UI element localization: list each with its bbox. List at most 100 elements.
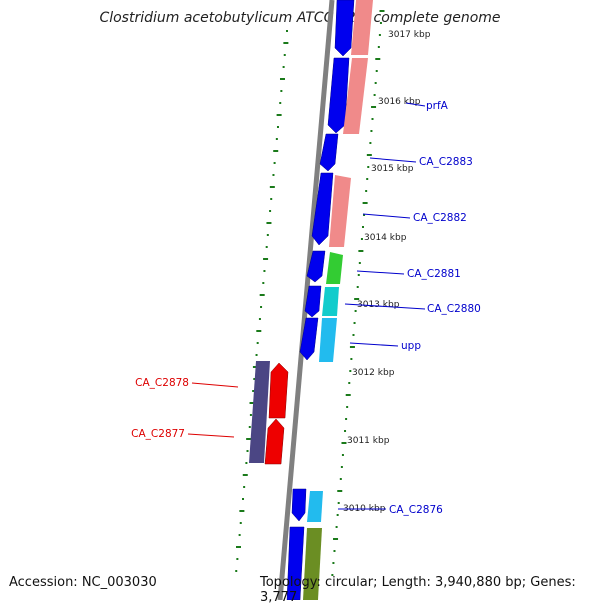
cds-forward-block[interactable] [334,0,355,57]
gene-label[interactable]: CA_C2882 [413,212,467,224]
map-title: Clostridium acetobutylicum ATCC 824, com… [99,10,501,26]
cds-reverse-block[interactable] [268,362,289,419]
cds-forward-block[interactable] [327,57,350,134]
gc-dot [238,534,241,536]
gc-track-left [235,30,289,572]
gene-label[interactable]: CA_C2880 [427,303,481,315]
gc-dot [269,186,275,188]
gene-label-group[interactable]: prfA [405,100,449,112]
gc-dot [266,222,272,224]
gc-dot [270,198,273,200]
gene-label[interactable]: upp [401,340,421,352]
gene-leader-line [187,433,235,438]
cds-forward-block[interactable] [319,133,339,172]
gc-dot [349,370,352,372]
gc-dot [346,406,349,408]
gc-dot [242,498,245,500]
gene-label-group[interactable]: upp [349,340,421,352]
gc-dot [276,114,282,116]
gc-dot [239,510,245,512]
function-band-salmon [329,175,351,247]
gene-label-group[interactable]: CA_C2883 [369,156,473,168]
gene-label[interactable]: CA_C2876 [389,504,443,516]
cds-forward-block[interactable] [286,526,305,600]
cds-forward-block[interactable] [306,250,326,283]
gc-dot [375,70,378,72]
gc-dot [273,150,279,152]
forward-features [286,0,373,600]
tick-label: 3012 kbp [352,368,395,378]
gc-dot [252,366,258,368]
gc-dot [337,502,340,504]
gc-dot [367,166,370,168]
gc-dot [349,346,355,348]
function-band-lightblue [307,491,323,522]
gc-dot [363,214,366,216]
gene-label-group[interactable]: CA_C2878 [135,377,239,389]
gc-dot [283,54,286,56]
gc-dot [235,546,241,548]
gene-label-group[interactable]: CA_C2880 [344,303,481,315]
gene-label[interactable]: CA_C2878 [135,377,189,389]
gc-dot [239,522,242,524]
gc-dot [379,22,382,24]
gc-dot [361,226,364,228]
gene-label[interactable]: CA_C2877 [131,428,185,440]
gc-dot [357,274,360,276]
topology-label: Topology: circular; Length: 3,940,880 bp… [260,575,576,605]
accession-label: Accession: NC_003030 [9,575,157,590]
gc-dot [259,294,265,296]
gc-dot [365,190,368,192]
cds-reverse-block[interactable] [264,418,285,465]
gene-leader-line [356,270,405,275]
gene-label-group[interactable]: CA_C2882 [362,212,467,224]
function-band-lightblue [319,318,337,362]
gene-label-group[interactable]: CA_C2881 [356,268,461,280]
gc-dot [370,130,373,132]
gc-dot [353,322,356,324]
gene-leader-line [191,382,239,388]
gc-dot [344,430,347,432]
gc-dot [377,46,380,48]
gc-dot [341,454,344,456]
tick-label: 3016 kbp [378,97,421,107]
gene-label-group[interactable]: CA_C2877 [131,428,235,440]
function-band-cyan [322,287,339,316]
cds-forward-block[interactable] [291,488,307,522]
gc-dot [246,450,249,452]
gene-label[interactable]: CA_C2883 [419,156,473,168]
cds-forward-block[interactable] [299,317,319,361]
gene-label-group[interactable]: CA_C2876 [338,504,443,516]
gc-dot [275,138,278,140]
gc-dot [356,286,359,288]
gc-dot [354,310,357,312]
gc-dot [252,390,255,392]
gc-dot [269,210,272,212]
cds-forward-block[interactable] [304,285,322,318]
gc-dot [273,162,276,164]
gene-label[interactable]: prfA [426,100,449,112]
gene-label[interactable]: CA_C2881 [407,268,461,280]
gc-dot [235,570,238,572]
tick-label: 3011 kbp [347,436,390,446]
gc-dot [366,178,369,180]
gc-dot [266,234,269,236]
gc-dot [358,262,361,264]
gc-dot [242,474,248,476]
gc-dot [246,438,252,440]
gc-dot [348,382,351,384]
gene-leader-line [362,213,411,219]
gc-dot [332,562,335,564]
gc-dot [262,282,265,284]
gc-dot [248,426,251,428]
gc-dot [280,90,283,92]
gc-dot [243,486,246,488]
gc-dot [263,270,266,272]
gc-dot [333,538,339,540]
gc-dot [358,250,364,252]
cds-forward-block[interactable] [311,172,334,246]
gene-leader-line [369,157,417,163]
reverse-features [249,361,289,465]
tick-label: 3014 kbp [364,233,407,243]
